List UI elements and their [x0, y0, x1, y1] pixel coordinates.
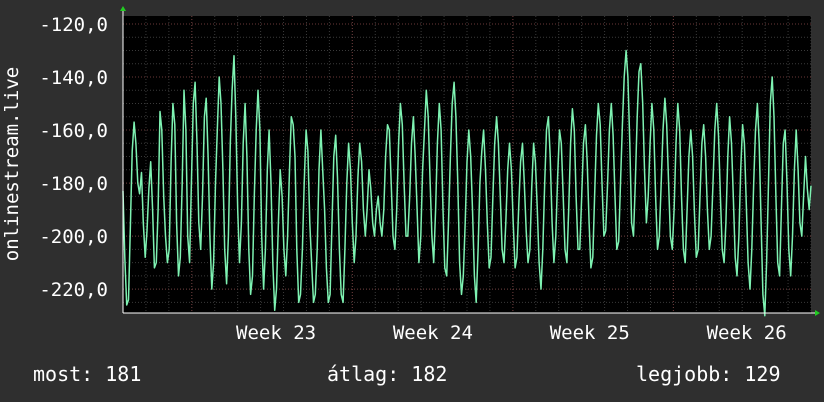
x-tick-label: Week 24 [393, 322, 473, 344]
series-layer [122, 49, 812, 317]
x-tick-label: Week 23 [236, 322, 316, 344]
y-tick-label: -220,0 [39, 279, 108, 301]
y-tick-label: -200,0 [39, 226, 108, 248]
x-axis-arrow [815, 310, 820, 316]
grid-major [123, 16, 811, 313]
y-axis-title: onlinestream.live [1, 67, 23, 261]
stat-best: legjobb: 129 [636, 362, 781, 386]
y-tick-labels: -120,0 -140,0 -160,0 -180,0 -200,0 -220,0 [39, 14, 108, 301]
x-tick-labels: Week 23 Week 24 Week 25 Week 26 [236, 322, 787, 344]
y-tick-label: -180,0 [39, 173, 108, 195]
stat-current: most: 181 [33, 362, 142, 386]
y-tick-label: -140,0 [39, 67, 108, 89]
x-tick-label: Week 26 [707, 322, 787, 344]
axes [120, 6, 820, 316]
y-axis-arrow [120, 6, 126, 11]
stat-average: átlag: 182 [327, 362, 448, 386]
series-line [122, 49, 812, 317]
y-tick-label: -160,0 [39, 120, 108, 142]
x-tick-label: Week 25 [550, 322, 630, 344]
y-tick-label: -120,0 [39, 14, 108, 36]
